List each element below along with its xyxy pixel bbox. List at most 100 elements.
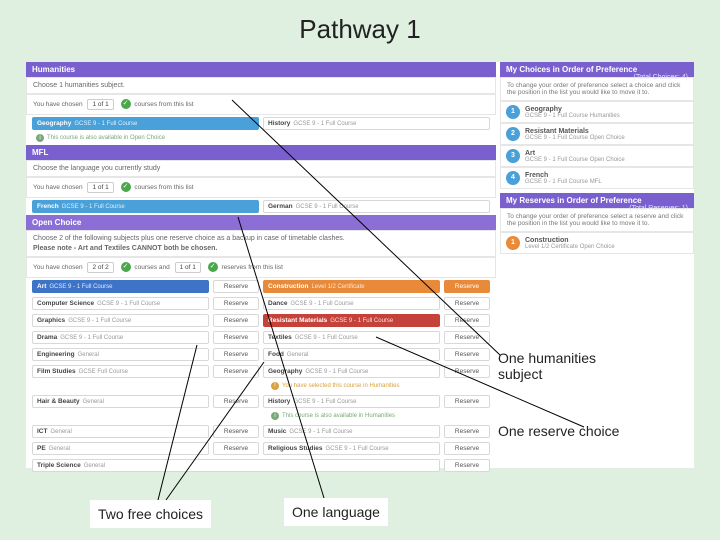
subject-name: Hair & Beauty (37, 398, 80, 405)
subject-chip[interactable]: EngineeringGeneral (32, 348, 209, 361)
subject-chip[interactable]: ArtGCSE 9 - 1 Full Course (32, 280, 209, 293)
subject-name: Geography (268, 368, 302, 375)
subject-chip[interactable]: Hair & BeautyGeneral (32, 395, 209, 408)
humanities-chosen: You have chosen 1 of 1 ✓ courses from th… (26, 94, 496, 115)
pref-item[interactable]: 3ArtGCSE 9 - 1 Full Course Open Choice (500, 145, 694, 167)
pref-item[interactable]: 1ConstructionLevel 1/2 Certificate Open … (500, 232, 694, 254)
subject-chip[interactable]: Religious StudiesGCSE 9 - 1 Full Course (263, 442, 440, 455)
reserve-button[interactable]: Reserve (444, 348, 490, 361)
reserve-button[interactable]: Reserve (444, 425, 490, 438)
subject-name: Religious Studies (268, 445, 323, 452)
subject-detail: GCSE 9 - 1 Full Course (49, 284, 112, 290)
reserve-button[interactable]: Reserve (213, 442, 259, 455)
subject-name: Art (37, 283, 46, 290)
pref-item[interactable]: 2Resistant MaterialsGCSE 9 - 1 Full Cour… (500, 123, 694, 145)
reserve-button[interactable]: Reserve (213, 348, 259, 361)
page-title: Pathway 1 (0, 14, 720, 45)
reserve-button[interactable]: Reserve (213, 314, 259, 327)
subject-detail: General (49, 446, 70, 452)
subject-detail: GCSE 9 - 1 Full Course (62, 204, 125, 210)
subject-chip[interactable]: GeographyGCSE 9 - 1 Full Course (263, 365, 440, 378)
subject-detail: GCSE 9 - 1 Full Course (68, 318, 131, 324)
reserve-button[interactable]: Reserve (213, 297, 259, 310)
subject-detail: General (50, 429, 71, 435)
chosen-mid: courses and (134, 264, 169, 271)
subject-chip[interactable]: Computer ScienceGCSE 9 - 1 Full Course (32, 297, 209, 310)
subject-name: Resistant Materials (268, 317, 327, 324)
callout-reserve: One reserve choice (490, 417, 670, 445)
subject-chip[interactable]: DramaGCSE 9 - 1 Full Course (32, 331, 209, 344)
subject-detail: General (78, 352, 99, 358)
reserve-button[interactable]: Reserve (444, 314, 490, 327)
screenshot-panel: Humanities Choose 1 humanities subject. … (26, 62, 694, 468)
subject-german[interactable]: German GCSE 9 - 1 Full Course (263, 200, 490, 213)
open-intro1: Choose 2 of the following subjects plus … (33, 235, 489, 242)
reserve-button[interactable]: Reserve (444, 297, 490, 310)
pref-name: Resistant Materials (525, 128, 625, 135)
chosen-pre: You have chosen (33, 264, 83, 271)
reserve-button[interactable]: Reserve (213, 280, 259, 293)
pref-number: 1 (506, 105, 520, 119)
subject-chip[interactable]: MusicGCSE 9 - 1 Full Course (263, 425, 440, 438)
info-text: This course is also available in Open Ch… (47, 135, 165, 141)
reserve-button[interactable]: Reserve (213, 425, 259, 438)
pref-detail: GCSE 9 - 1 Full Course Open Choice (525, 157, 625, 163)
subject-name: Textiles (268, 334, 292, 341)
subject-detail: GCSE 9 - 1 Full Course (60, 335, 123, 341)
open-header: Open Choice (26, 215, 496, 230)
open-row: Triple ScienceGeneral Reserve (26, 457, 496, 474)
reserve-button[interactable]: Reserve (444, 331, 490, 344)
open-row: ArtGCSE 9 - 1 Full Course Reserve Construc… (26, 278, 496, 295)
subject-detail: GCSE 9 - 1 Full Course (326, 446, 389, 452)
subject-chip[interactable]: ICTGeneral (32, 425, 209, 438)
pref-item[interactable]: 1GeographyGCSE 9 - 1 Full Course Humanit… (500, 101, 694, 123)
reserve-button[interactable]: Reserve (213, 365, 259, 378)
subject-chip[interactable]: TextilesGCSE 9 - 1 Full Course (263, 331, 440, 344)
reserve-button[interactable]: Reserve (213, 395, 259, 408)
subject-history[interactable]: History GCSE 9 - 1 Full Course (263, 117, 490, 130)
subject-chip[interactable]: DanceGCSE 9 - 1 Full Course (263, 297, 440, 310)
mfl-header: MFL (26, 145, 496, 160)
reserve-button[interactable]: Reserve (444, 280, 490, 293)
pref-item[interactable]: 4FrenchGCSE 9 - 1 Full Course MFL (500, 167, 694, 189)
subject-name: PE (37, 445, 46, 452)
subject-chip[interactable]: PEGeneral (32, 442, 209, 455)
open-rows: ArtGCSE 9 - 1 Full CourseReserveConstruc… (26, 278, 496, 474)
subject-chip[interactable]: Triple ScienceGeneral (32, 459, 440, 472)
open-intro: Choose 2 of the following subjects plus … (26, 230, 496, 257)
subject-detail: GCSE 9 - 1 Full Course (305, 369, 368, 375)
subject-chip[interactable]: HistoryGCSE 9 - 1 Full Course (263, 395, 440, 408)
reserve-button[interactable]: Reserve (444, 395, 490, 408)
mychoices-header: My Choices in Order of Preference (Total… (500, 62, 694, 77)
subject-name: Music (268, 428, 286, 435)
pref-text: ArtGCSE 9 - 1 Full Course Open Choice (525, 150, 625, 163)
subject-name: Engineering (37, 351, 75, 358)
pref-detail: Level 1/2 Certificate Open Choice (525, 244, 615, 250)
subject-detail: GCSE 9 - 1 Full Course (291, 301, 354, 307)
subject-geography[interactable]: Geography GCSE 9 - 1 Full Course (32, 117, 259, 130)
subject-french[interactable]: French GCSE 9 - 1 Full Course (32, 200, 259, 213)
subject-chip[interactable]: ConstructionLevel 1/2 Certificate (263, 280, 440, 293)
reserve-button[interactable]: Reserve (444, 459, 490, 472)
myreserves-list: 1ConstructionLevel 1/2 Certificate Open … (500, 232, 694, 254)
subject-chip[interactable]: Resistant MaterialsGCSE 9 - 1 Full Cours… (263, 314, 440, 327)
subject-chip[interactable]: Film StudiesGCSE Full Course (32, 365, 209, 378)
info-icon: i (271, 412, 279, 420)
subject-name: Construction (268, 283, 308, 290)
open-row: Computer ScienceGCSE 9 - 1 Full Course Re… (26, 295, 496, 312)
reserve-button[interactable]: Reserve (444, 442, 490, 455)
mychoices-list: 1GeographyGCSE 9 - 1 Full Course Humanit… (500, 101, 694, 189)
subject-chip[interactable]: FoodGeneral (263, 348, 440, 361)
reserve-button[interactable]: Reserve (213, 331, 259, 344)
subject-name: French (37, 203, 59, 210)
info-icon: i (36, 134, 44, 142)
open-intro2: Please note - Art and Textiles CANNOT bo… (33, 245, 489, 252)
subject-detail: GCSE 9 - 1 Full Course (293, 121, 356, 127)
check-icon: ✓ (208, 262, 218, 272)
subject-chip[interactable]: GraphicsGCSE 9 - 1 Full Course (32, 314, 209, 327)
pref-detail: GCSE 9 - 1 Full Course Open Choice (525, 135, 625, 141)
subject-name: ICT (37, 428, 47, 435)
subject-name: Food (268, 351, 284, 358)
reserve-button[interactable]: Reserve (444, 365, 490, 378)
subject-detail: General (287, 352, 308, 358)
